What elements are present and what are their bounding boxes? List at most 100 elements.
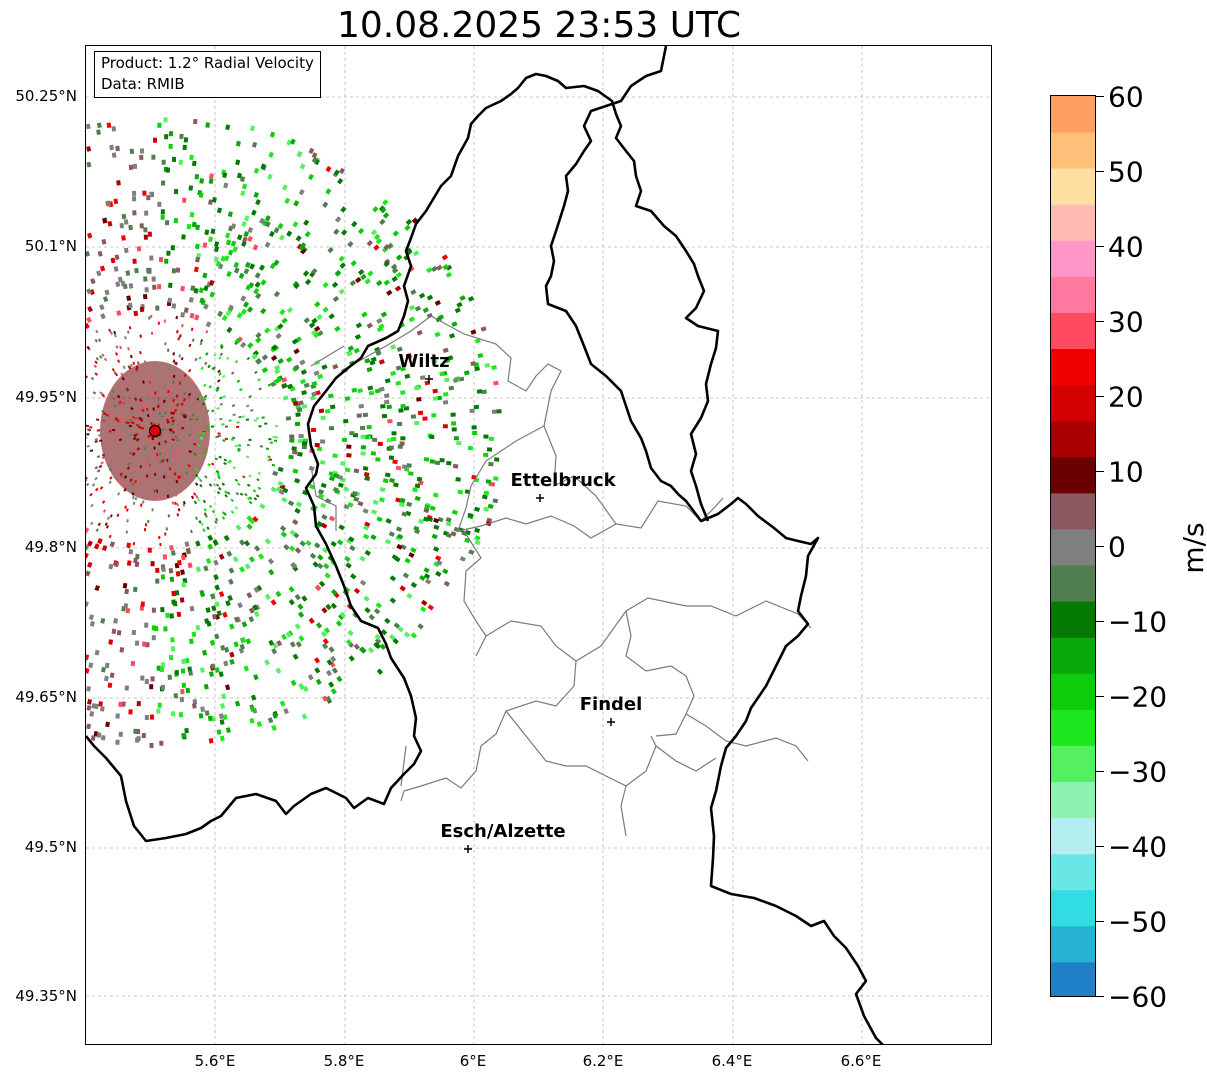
echo-pixel [242, 236, 248, 243]
echo-pixel [86, 146, 92, 152]
echo-pixel [149, 413, 153, 417]
echo-pixel [290, 397, 297, 403]
echo-pixel [223, 646, 230, 653]
echo-pixel [223, 660, 229, 667]
echo-pixel [125, 270, 131, 276]
echo-pixel [270, 355, 278, 362]
echo-pixel [188, 417, 193, 421]
echo-pixel [364, 278, 371, 285]
echo-pixel [238, 272, 245, 280]
echo-pixel [395, 526, 403, 532]
echo-pixel [157, 284, 162, 290]
echo-pixel [375, 238, 383, 245]
echo-pixel [217, 434, 221, 438]
echo-pixel [328, 515, 336, 522]
echo-pixel [114, 254, 120, 261]
echo-pixel [274, 436, 279, 439]
echo-pixel [280, 531, 288, 538]
echo-pixel [302, 270, 310, 277]
echo-pixel [102, 296, 109, 303]
echo-pixel [168, 428, 173, 431]
echo-pixel [420, 606, 427, 613]
echo-pixel [404, 373, 411, 379]
echo-pixel [203, 395, 207, 399]
echo-pixel [367, 647, 375, 654]
echo-pixel [492, 498, 499, 504]
echo-pixel [188, 185, 194, 191]
echo-pixel [101, 500, 106, 504]
echo-pixel [445, 532, 452, 539]
echo-pixel [344, 467, 351, 473]
echo-pixel [261, 354, 269, 361]
echo-pixel [183, 307, 189, 314]
echo-pixel [223, 534, 230, 542]
echo-pixel [303, 219, 310, 226]
echo-pixel [146, 394, 150, 398]
echo-pixel [322, 306, 329, 313]
echo-pixel [413, 250, 420, 257]
echo-pixel [443, 377, 450, 383]
echo-pixel [395, 254, 403, 261]
echo-pixel [246, 592, 253, 599]
echo-pixel [239, 492, 244, 496]
echo-pixel [179, 597, 185, 603]
echo-pixel [321, 607, 328, 614]
echo-pixel [175, 403, 180, 407]
echo-pixel [227, 594, 233, 602]
echo-pixel [368, 614, 375, 621]
echo-pixel [163, 411, 167, 415]
echo-pixel [326, 659, 333, 666]
echo-pixel [223, 462, 227, 466]
echo-pixel [131, 482, 135, 487]
echo-pixel [190, 529, 193, 534]
map-canvas[interactable] [86, 46, 992, 1045]
echo-pixel [386, 404, 392, 410]
echo-pixel [360, 434, 366, 439]
colorbar-band [1051, 204, 1095, 241]
echo-pixel [234, 506, 239, 510]
radar-site-marker[interactable] [148, 424, 162, 438]
echo-pixel [228, 578, 234, 585]
echo-pixel [317, 554, 324, 561]
echo-pixel [318, 580, 326, 588]
echo-pixel [227, 211, 233, 218]
echo-pixel [353, 347, 360, 354]
echo-pixel [181, 234, 186, 240]
echo-pixel [86, 436, 88, 439]
echo-pixel [225, 727, 231, 733]
echo-pixel [340, 206, 347, 213]
echo-pixel [130, 660, 136, 667]
echo-pixel [179, 133, 184, 139]
colorbar-label: 60 [1108, 80, 1144, 114]
echo-pixel [238, 415, 242, 419]
echo-pixel [211, 509, 216, 514]
echo-pixel [271, 724, 277, 731]
echo-pixel [358, 269, 365, 276]
echo-pixel [320, 482, 327, 489]
echo-pixel [251, 353, 258, 360]
echo-pixel [90, 521, 94, 526]
echo-pixel [139, 154, 144, 160]
echo-pixel [160, 574, 166, 580]
echo-pixel [149, 255, 154, 261]
echo-pixel [219, 402, 224, 406]
echo-pixel [181, 733, 186, 739]
echo-pixel [205, 409, 210, 413]
echo-pixel [246, 404, 250, 408]
echo-pixel [86, 478, 88, 483]
colorbar-band [1051, 420, 1095, 458]
echo-pixel [254, 358, 262, 365]
echo-pixel [158, 452, 162, 456]
echo-pixel [213, 353, 217, 357]
echo-pixel [173, 408, 178, 413]
echo-pixel [189, 426, 193, 429]
echo-pixel [124, 505, 128, 509]
echo-pixel [192, 442, 197, 446]
echo-pixel [146, 455, 150, 459]
echo-pixel [174, 590, 180, 596]
echo-pixel [224, 232, 231, 239]
radar-map[interactable] [85, 45, 992, 1045]
echo-pixel [132, 446, 137, 451]
echo-pixel [429, 459, 436, 464]
echo-pixel [286, 306, 294, 314]
